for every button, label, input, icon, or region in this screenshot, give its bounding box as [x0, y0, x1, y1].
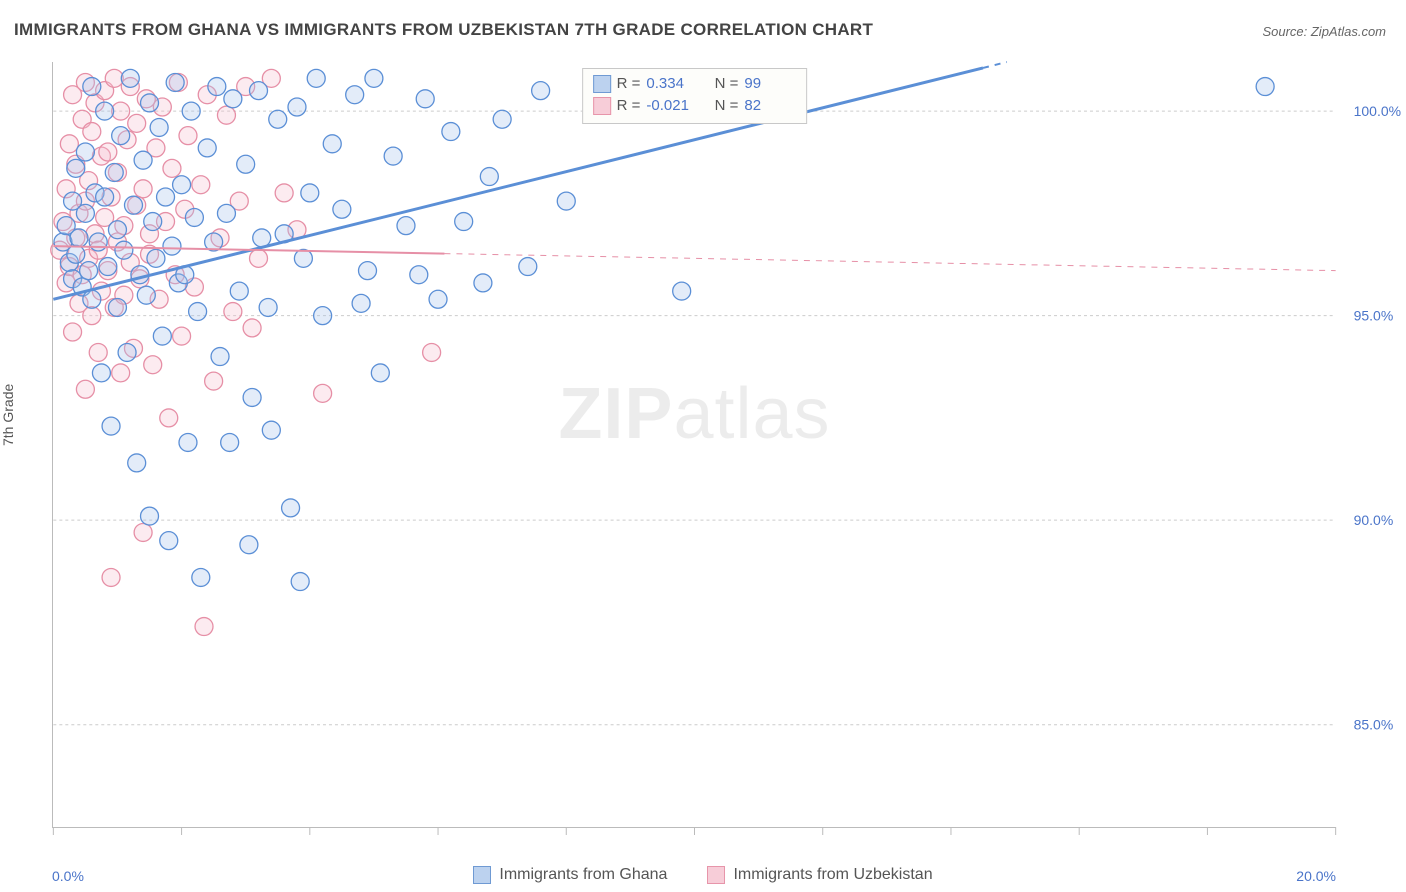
legend-swatch-1 — [707, 866, 725, 884]
plot-area: 85.0%90.0%95.0%100.0% ZIPatlas R = 0.334… — [52, 62, 1336, 828]
swatch-series-0 — [593, 75, 611, 93]
stats-row-series-1: R = -0.021 N = 82 — [593, 95, 797, 117]
svg-text:90.0%: 90.0% — [1354, 512, 1394, 528]
stat-n-value-0: 99 — [744, 73, 796, 95]
stat-n-label: N = — [715, 95, 739, 117]
stat-n-label: N = — [715, 73, 739, 95]
plot-svg: 85.0%90.0%95.0%100.0% — [53, 62, 1336, 827]
swatch-series-1 — [593, 97, 611, 115]
legend-item-1: Immigrants from Uzbekistan — [707, 866, 932, 884]
legend: Immigrants from Ghana Immigrants from Uz… — [0, 866, 1406, 884]
svg-text:85.0%: 85.0% — [1354, 717, 1394, 733]
stats-row-series-0: R = 0.334 N = 99 — [593, 73, 797, 95]
svg-text:95.0%: 95.0% — [1354, 308, 1394, 324]
legend-label-0: Immigrants from Ghana — [499, 866, 667, 884]
stat-n-value-1: 82 — [744, 95, 796, 117]
stat-r-value-1: -0.021 — [646, 95, 698, 117]
stat-r-label: R = — [617, 95, 641, 117]
stat-r-label: R = — [617, 73, 641, 95]
legend-item-0: Immigrants from Ghana — [473, 866, 667, 884]
legend-swatch-0 — [473, 866, 491, 884]
svg-text:100.0%: 100.0% — [1354, 103, 1401, 119]
y-axis-title: 7th Grade — [0, 384, 16, 446]
source-attribution: Source: ZipAtlas.com — [1262, 24, 1386, 39]
stat-r-value-0: 0.334 — [646, 73, 698, 95]
correlation-stats-box: R = 0.334 N = 99 R = -0.021 N = 82 — [582, 68, 808, 124]
chart-title: IMMIGRANTS FROM GHANA VS IMMIGRANTS FROM… — [14, 20, 873, 40]
legend-label-1: Immigrants from Uzbekistan — [733, 866, 932, 884]
